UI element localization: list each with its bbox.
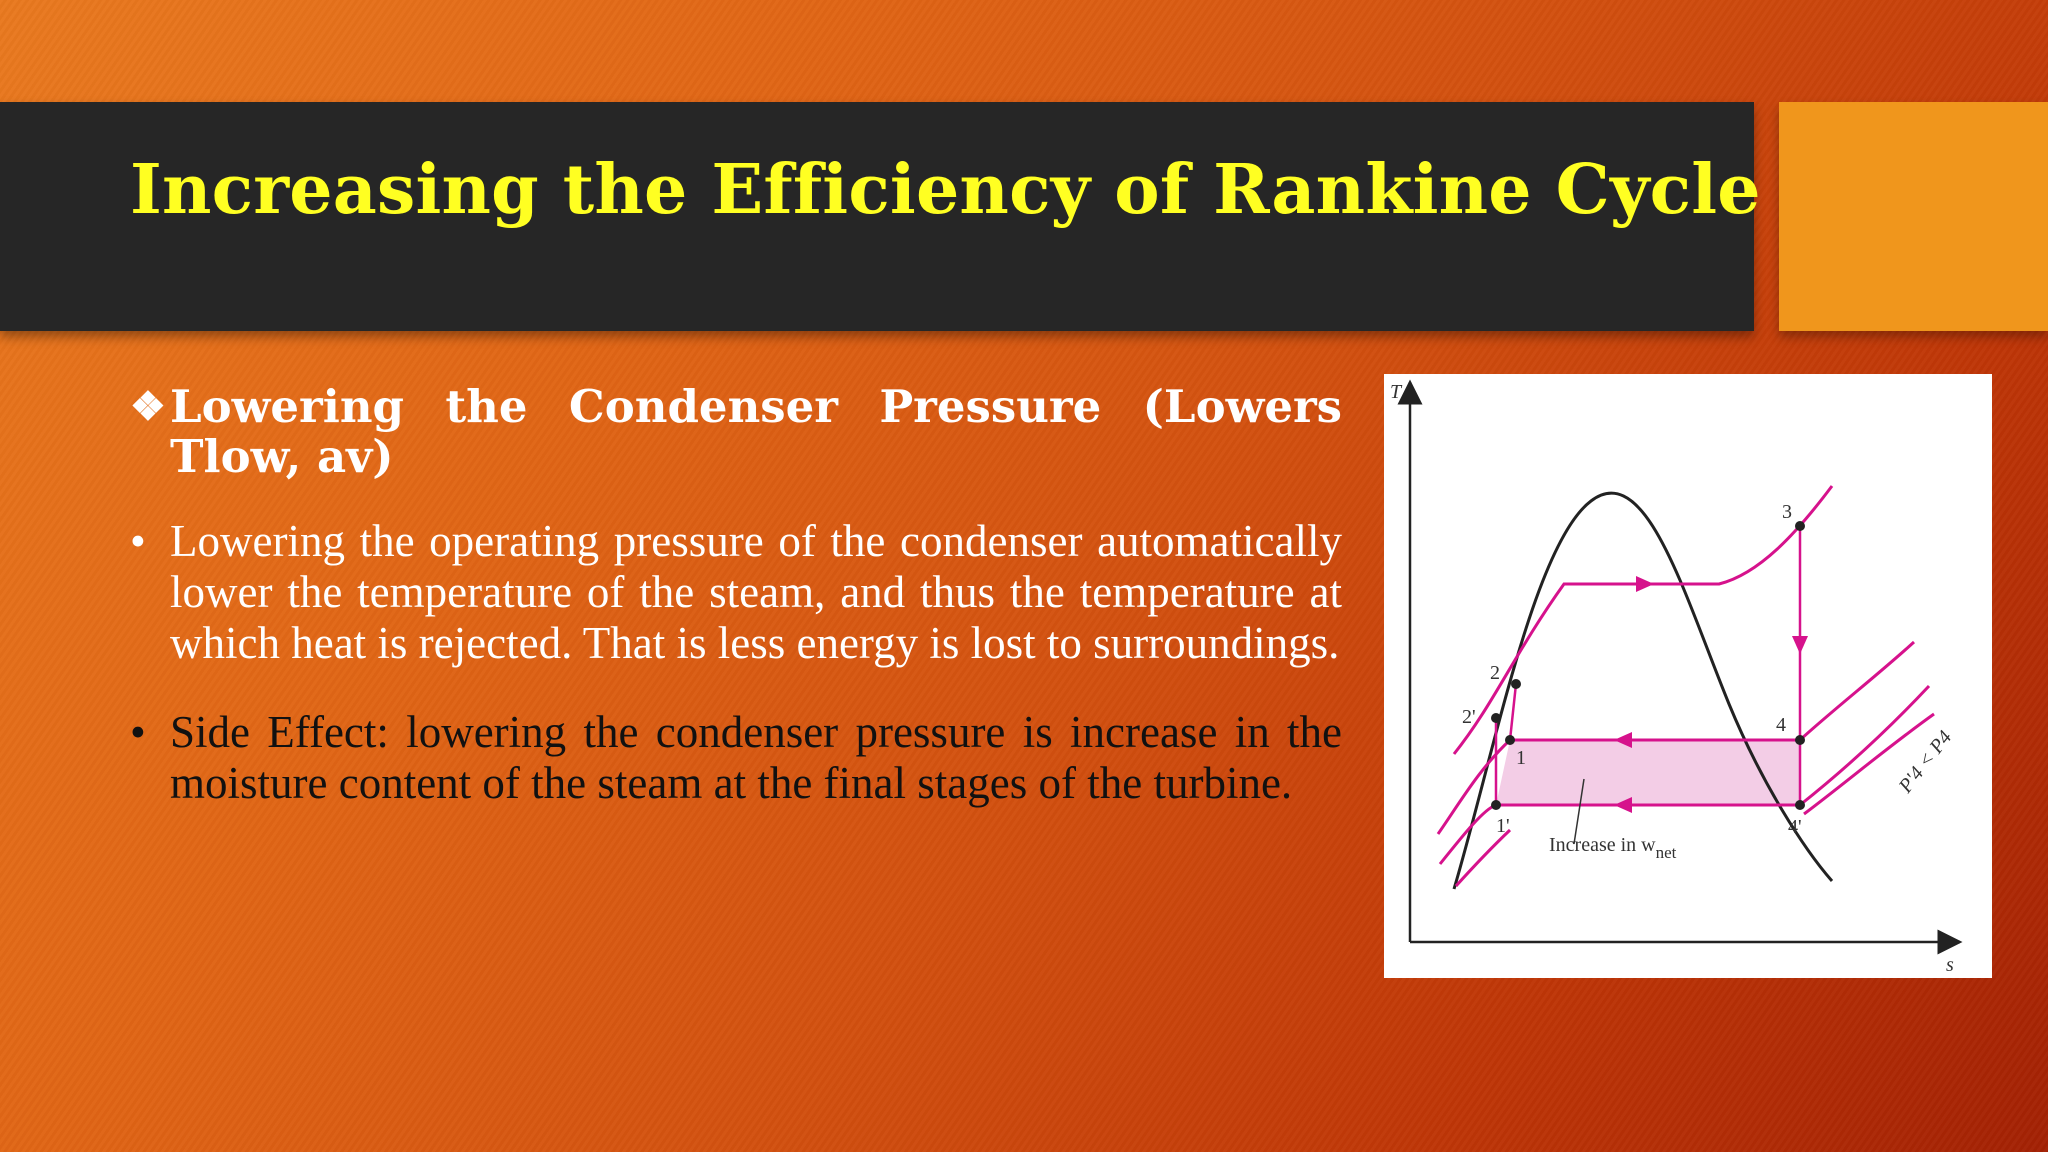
section-heading-text: Lowering the Condenser Pressure (Lowers … [170, 380, 1342, 483]
label-point-1: 1 [1516, 747, 1526, 769]
state-point-4 [1795, 735, 1805, 745]
increase-wnet-main: Increase in w [1549, 834, 1656, 856]
isobar-extra-left [1454, 828, 1512, 888]
title-bar [0, 102, 1754, 331]
bullet-text: Side Effect: lowering the condenser pres… [170, 707, 1342, 808]
label-point-2-prime: 2' [1462, 706, 1476, 728]
diamond-bullet-icon: ❖ [130, 383, 166, 430]
ts-diagram: T s 1 1' 2 2' 3 4 4' [1384, 374, 1992, 978]
state-point-1 [1505, 735, 1515, 745]
label-point-4: 4 [1776, 714, 1786, 736]
slide-title: Increasing the Efficiency of Rankine Cyc… [130, 150, 1761, 230]
isobar-extra-right [1803, 712, 1935, 816]
slide-content: ❖ Lowering the Condenser Pressure (Lower… [130, 382, 1342, 847]
s-axis-label: s [1946, 954, 1954, 976]
state-point-2 [1511, 679, 1521, 689]
bullet-text: Lowering the operating pressure of the c… [170, 516, 1342, 668]
label-point-4-prime: 4' [1788, 816, 1802, 838]
label-point-3: 3 [1782, 501, 1792, 523]
state-point-1-prime [1491, 800, 1501, 810]
saturation-dome [1452, 491, 1834, 890]
pump-process-line [1508, 683, 1518, 741]
label-point-1-prime: 1' [1496, 815, 1510, 837]
bullet-dot-icon: • [130, 516, 146, 566]
annotation-leader-line [1573, 778, 1585, 845]
net-work-shaded-area [1496, 740, 1800, 805]
bullet-item: • Side Effect: lowering the condenser pr… [130, 707, 1342, 809]
accent-block [1779, 102, 2048, 331]
bullet-item: • Lowering the operating pressure of the… [130, 516, 1342, 669]
increase-wnet-label: Increase in wnet [1549, 834, 1677, 862]
ts-diagram-svg: T s 1 1' 2 2' 3 4 4' [1390, 379, 1963, 976]
state-point-3 [1795, 521, 1805, 531]
label-point-2: 2 [1490, 662, 1500, 684]
state-point-2-prime [1491, 713, 1501, 723]
increase-wnet-sub: net [1656, 843, 1677, 862]
isobar-p4-prime [1438, 684, 1931, 865]
section-heading: ❖ Lowering the Condenser Pressure (Lower… [130, 382, 1342, 482]
t-axis-label: T [1390, 381, 1403, 403]
isobar-high [1452, 485, 1834, 755]
state-point-4-prime [1795, 800, 1805, 810]
bullet-dot-icon: • [130, 707, 146, 757]
